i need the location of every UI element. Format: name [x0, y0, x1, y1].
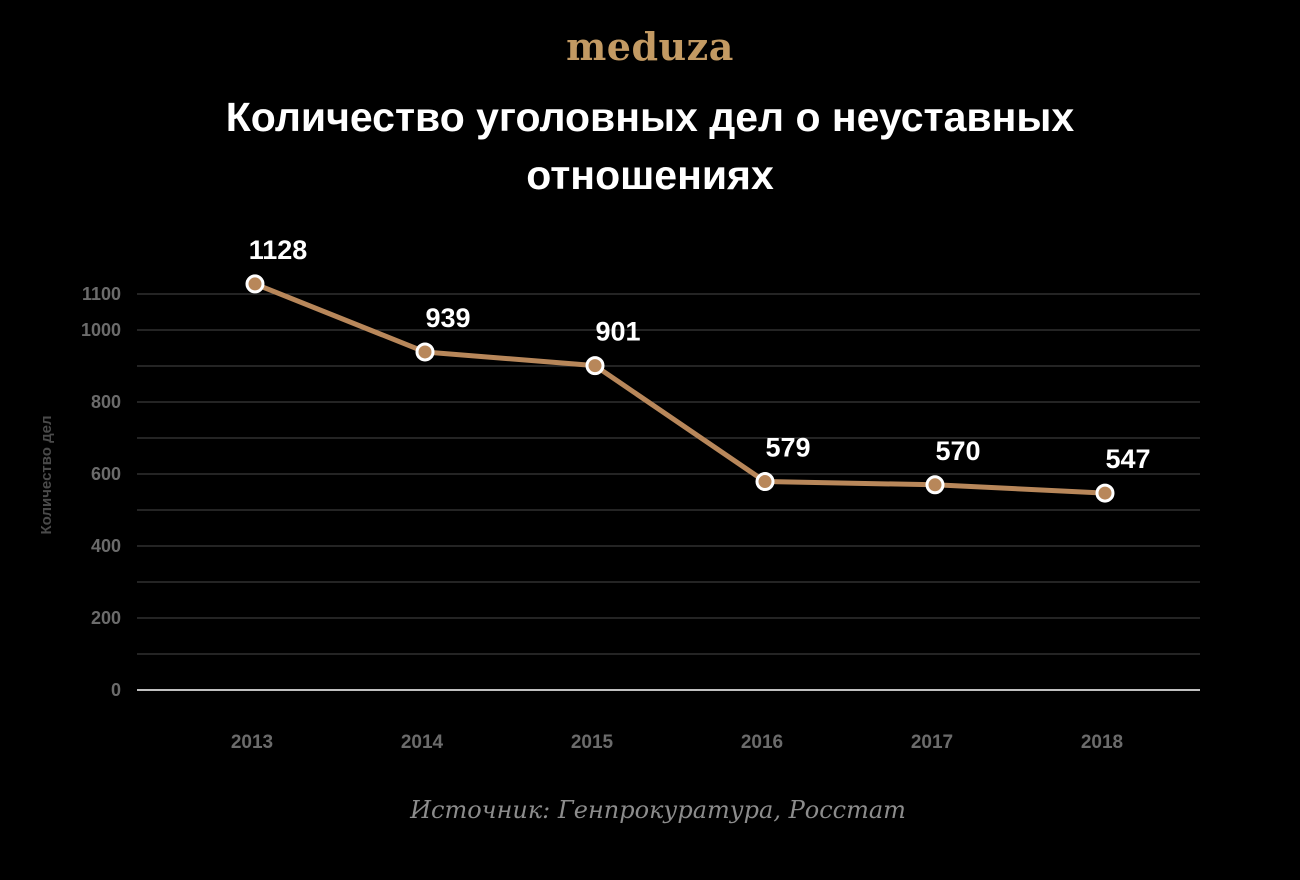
x-tick-label: 2017	[911, 732, 953, 753]
data-points	[245, 274, 1115, 503]
data-label: 901	[595, 317, 640, 347]
data-label: 547	[1105, 444, 1150, 474]
y-tick-label: 800	[91, 392, 121, 412]
series-line-path	[252, 281, 1108, 496]
y-axis-label: Количество дел	[38, 416, 55, 535]
data-point	[585, 356, 605, 376]
x-axis-ticks: 2013 2014 2015 2016 2017 2018	[231, 732, 1123, 753]
series-line	[252, 281, 1108, 496]
y-tick-label: 200	[91, 608, 121, 628]
data-label: 939	[425, 303, 470, 333]
data-point	[415, 342, 435, 362]
data-label: 579	[765, 433, 810, 463]
y-tick-label: 400	[91, 536, 121, 556]
y-tick-label: 600	[91, 464, 121, 484]
data-label: 570	[935, 436, 980, 466]
data-labels: 1128 939 901 579 570 547	[249, 235, 1151, 474]
x-tick-label: 2018	[1081, 732, 1123, 753]
meduza-logo: meduza	[566, 24, 734, 69]
y-axis-ticks: 0 200 400 600 800 1000 1100	[81, 284, 121, 700]
x-tick-label: 2013	[231, 732, 273, 753]
data-point	[1095, 483, 1115, 503]
y-tick-label: 0	[111, 680, 121, 700]
y-tick-label: 1100	[82, 284, 121, 304]
grid-lines	[137, 293, 1200, 691]
chart-title: Количество уголовных дел о неуставных от…	[225, 94, 1075, 198]
x-tick-label: 2014	[401, 732, 444, 753]
data-point	[925, 475, 945, 495]
x-tick-label: 2015	[571, 732, 614, 753]
x-tick-label: 2016	[741, 732, 783, 753]
data-point	[755, 472, 775, 492]
source-note: Источник: Генпрокуратура, Росстат	[410, 796, 906, 824]
data-label: 1128	[249, 235, 308, 265]
y-tick-label: 1000	[81, 320, 121, 340]
data-point	[245, 274, 265, 294]
